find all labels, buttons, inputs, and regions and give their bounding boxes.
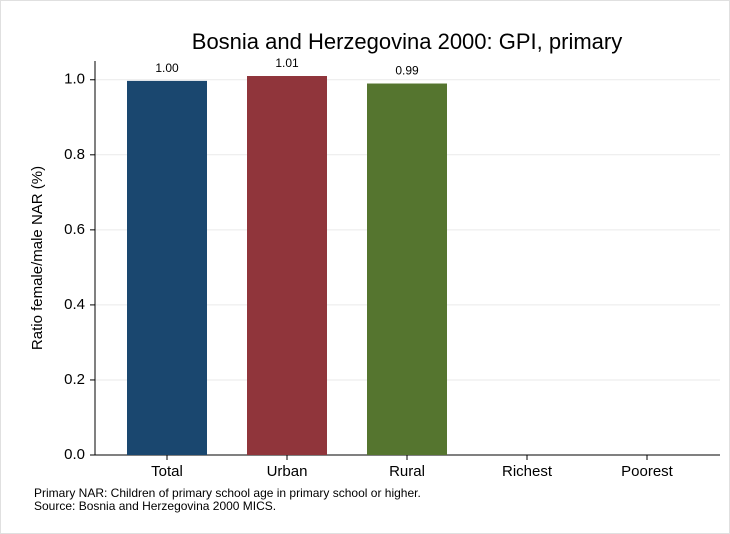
y-axis-label: Ratio female/male NAR (%) — [29, 166, 46, 350]
y-tick-label: 0.8 — [64, 146, 85, 163]
note: Source: Bosnia and Herzegovina 2000 MICS… — [34, 499, 276, 513]
y-tick-label: 0.4 — [64, 296, 85, 313]
y-tick-label: 1.0 — [64, 71, 85, 88]
bar — [127, 80, 207, 455]
x-tick-label: Rural — [389, 463, 425, 480]
note: Primary NAR: Children of primary school … — [34, 486, 421, 500]
x-tick-label: Poorest — [621, 463, 674, 480]
y-tick-label: 0.6 — [64, 221, 85, 238]
y-tick-label: 0.0 — [64, 446, 85, 463]
value-label: 0.99 — [395, 64, 419, 78]
x-tick-label: Richest — [502, 463, 553, 480]
chart-title: Bosnia and Herzegovina 2000: GPI, primar… — [192, 29, 622, 54]
value-label: 1.00 — [155, 61, 179, 75]
y-tick-label: 0.2 — [64, 371, 85, 388]
value-label: 1.01 — [275, 56, 299, 70]
x-tick-label: Total — [151, 463, 183, 480]
bar — [367, 83, 447, 455]
bar — [247, 76, 327, 455]
x-tick-label: Urban — [267, 463, 308, 480]
